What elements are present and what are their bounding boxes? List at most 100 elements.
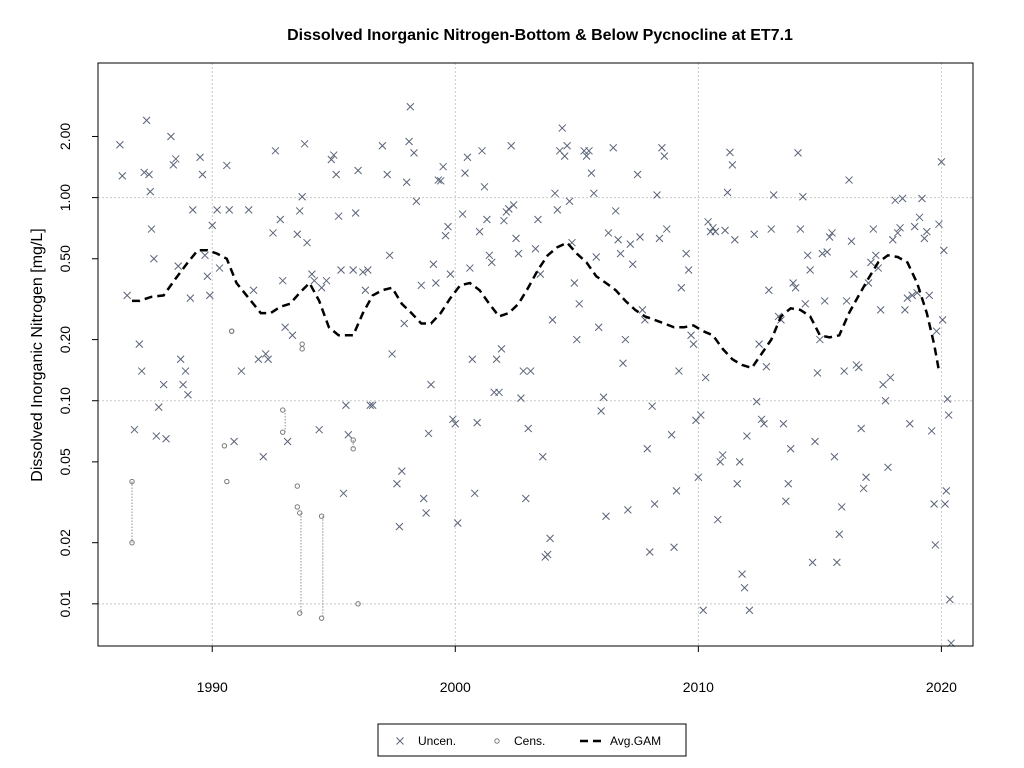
uncen-point-stroke	[303, 238, 311, 247]
uncen-point	[879, 380, 887, 389]
uncen-point-stroke	[908, 291, 917, 300]
uncen-point-stroke	[536, 270, 545, 278]
uncen-point	[288, 331, 297, 340]
uncen-point-stroke	[621, 335, 630, 344]
cens-point	[224, 478, 230, 485]
uncen-point	[597, 407, 605, 415]
uncen-point	[723, 188, 732, 197]
uncen-point	[205, 291, 214, 300]
uncen-point	[847, 237, 856, 246]
uncen-point	[402, 178, 411, 187]
uncen-point-stroke	[531, 244, 540, 253]
uncen-point	[682, 249, 691, 258]
uncen-point	[451, 419, 460, 428]
uncen-point-stroke	[670, 543, 678, 552]
uncen-point	[466, 264, 474, 272]
uncen-point	[738, 570, 746, 579]
uncen-point-stroke	[281, 323, 290, 332]
uncen-point-stroke	[264, 355, 272, 364]
uncen-point-stroke	[675, 367, 683, 375]
series-avg-gam	[132, 241, 941, 372]
uncen-point-stroke	[395, 522, 404, 531]
uncen-point-stroke	[512, 234, 520, 243]
uncen-point-stroke	[293, 230, 302, 239]
uncen-point-stroke	[696, 411, 705, 419]
uncen-point-stroke	[504, 205, 513, 213]
uncen-point	[721, 226, 729, 235]
uncen-point	[908, 291, 917, 300]
uncen-point	[645, 548, 654, 556]
uncen-point	[636, 233, 644, 241]
uncen-point	[337, 266, 345, 274]
uncen-point-stroke	[677, 283, 686, 292]
x-tick-label: 2020	[926, 679, 957, 695]
y-tick-label: 0.05	[57, 448, 73, 475]
uncen-point	[410, 149, 418, 157]
uncen-point	[859, 484, 868, 493]
chart-title: Dissolved Inorganic Nitrogen-Bottom & Be…	[287, 27, 793, 44]
uncen-point	[898, 194, 907, 203]
uncen-point-stroke	[801, 299, 810, 308]
uncen-point-stroke	[463, 153, 472, 162]
uncen-point	[818, 249, 827, 258]
uncen-point	[152, 432, 161, 440]
uncen-point-stroke	[745, 606, 754, 615]
uncen-point	[884, 463, 892, 472]
uncen-point-stroke	[162, 434, 170, 443]
uncen-point	[658, 143, 666, 152]
uncen-point-stroke	[922, 227, 931, 236]
cens-point	[294, 504, 301, 510]
uncen-point-stroke	[201, 251, 209, 260]
uncen-point	[704, 217, 712, 226]
uncen-point	[281, 323, 290, 332]
uncen-point-stroke	[492, 355, 501, 364]
uncen-point	[412, 197, 421, 206]
uncen-point-stroke	[721, 226, 729, 235]
uncen-point-stroke	[794, 149, 802, 157]
uncen-point-stroke	[682, 249, 691, 258]
legend-item-uncen: Uncen.	[396, 734, 456, 748]
uncen-point-stroke	[548, 316, 557, 324]
uncen-point-stroke	[412, 197, 421, 206]
uncen-point-stroke	[609, 143, 618, 152]
uncen-point	[694, 473, 703, 482]
uncen-point	[920, 234, 929, 243]
uncen-point	[188, 206, 197, 214]
uncen-point-stroke	[925, 291, 934, 300]
uncen-point-stroke	[473, 418, 482, 427]
uncen-point	[179, 380, 187, 389]
uncen-point	[310, 276, 319, 285]
uncen-point	[478, 146, 486, 155]
uncen-point-stroke	[786, 444, 795, 453]
uncen-point-stroke	[310, 276, 319, 285]
uncen-point-stroke	[344, 430, 353, 439]
uncen-point	[293, 230, 302, 239]
uncen-point	[558, 124, 567, 132]
uncen-point	[655, 234, 664, 243]
uncen-point	[811, 437, 819, 446]
uncen-point-stroke	[174, 262, 183, 270]
uncen-point	[354, 166, 362, 175]
uncen-point	[670, 543, 678, 552]
uncen-point-stroke	[784, 479, 793, 488]
x-axis: 1990 2000 2010 2020	[197, 645, 957, 695]
uncen-point	[393, 479, 401, 488]
uncen-point	[322, 276, 331, 285]
uncen-point	[487, 258, 496, 267]
uncen-point	[718, 451, 727, 459]
uncen-point	[295, 207, 304, 215]
uncen-point	[400, 319, 409, 328]
uncen-point-stroke	[931, 541, 940, 549]
uncen-point-stroke	[524, 424, 533, 433]
series-uncen	[116, 102, 955, 648]
uncen-point-stroke	[915, 213, 924, 222]
uncen-point	[760, 419, 768, 428]
legend-item-avg-gam: Avg.GAM	[580, 734, 661, 748]
uncen-point	[684, 266, 693, 274]
uncen-point	[349, 266, 358, 274]
uncen-point-stroke	[689, 340, 698, 348]
uncen-point-stroke	[475, 227, 484, 236]
uncen-point	[480, 182, 489, 191]
uncen-point	[495, 388, 503, 397]
uncen-point-stroke	[526, 367, 535, 375]
